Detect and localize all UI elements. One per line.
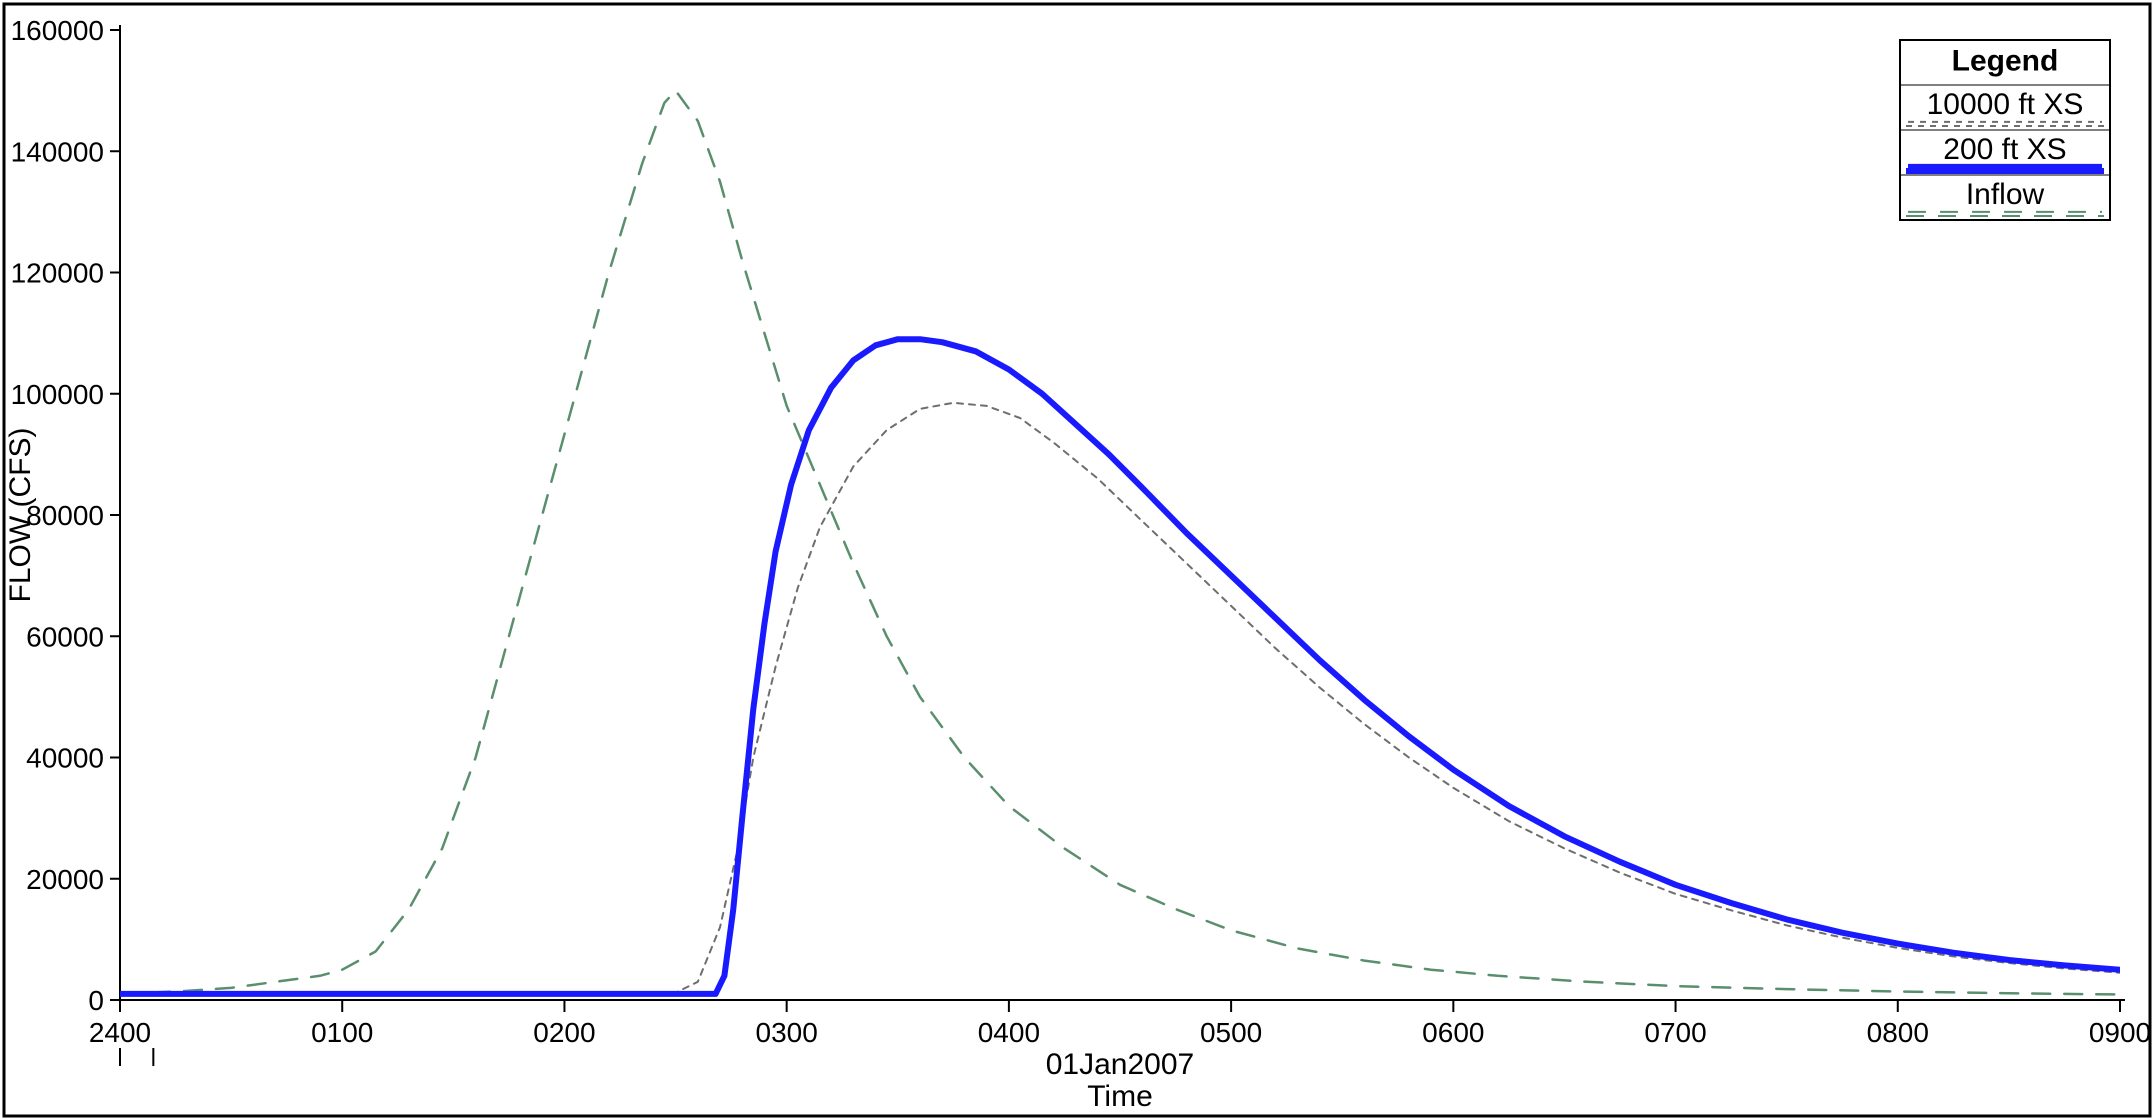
svg-text:0: 0 bbox=[88, 985, 104, 1016]
svg-text:2400: 2400 bbox=[89, 1017, 151, 1048]
chart-svg: 0 20000 40000 60000 80000 100000 120000 140000 1… bbox=[0, 0, 2154, 1120]
svg-text:80000: 80000 bbox=[26, 500, 104, 531]
svg-text:0900: 0900 bbox=[2089, 1017, 2151, 1048]
legend-item-label: 10000 ft XS bbox=[1927, 88, 2084, 121]
svg-text:0500: 0500 bbox=[1200, 1017, 1262, 1048]
svg-text:140000: 140000 bbox=[11, 136, 104, 167]
svg-text:0100: 0100 bbox=[311, 1017, 373, 1048]
svg-text:0800: 0800 bbox=[1867, 1017, 1929, 1048]
svg-text:120000: 120000 bbox=[11, 258, 104, 289]
y-axis-label: FLOW (CFS) bbox=[4, 428, 37, 603]
x-axis-date-label: 01Jan2007 bbox=[1046, 1048, 1194, 1081]
svg-text:160000: 160000 bbox=[11, 15, 104, 46]
svg-text:100000: 100000 bbox=[11, 379, 104, 410]
svg-text:0200: 0200 bbox=[533, 1017, 595, 1048]
svg-text:40000: 40000 bbox=[26, 743, 104, 774]
svg-text:0700: 0700 bbox=[1644, 1017, 1706, 1048]
svg-text:60000: 60000 bbox=[26, 621, 104, 652]
svg-text:0300: 0300 bbox=[756, 1017, 818, 1048]
x-axis-label: Time bbox=[1087, 1080, 1153, 1113]
svg-text:0400: 0400 bbox=[978, 1017, 1040, 1048]
legend-title: Legend bbox=[1952, 45, 2059, 78]
svg-text:20000: 20000 bbox=[26, 864, 104, 895]
flow-hydrograph-chart: 0 20000 40000 60000 80000 100000 120000 140000 1… bbox=[0, 0, 2154, 1120]
legend-item-label: 200 ft XS bbox=[1943, 133, 2066, 166]
legend-item-label: Inflow bbox=[1966, 178, 2045, 211]
svg-text:0600: 0600 bbox=[1422, 1017, 1484, 1048]
